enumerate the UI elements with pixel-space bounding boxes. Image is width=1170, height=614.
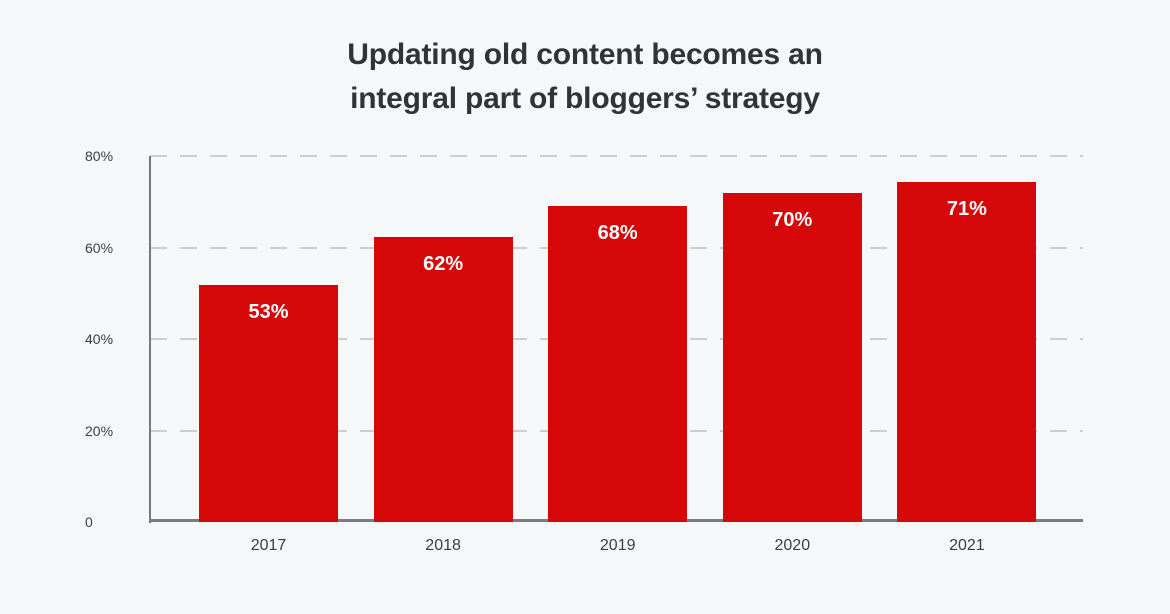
x-tick-label-2018: 2018 bbox=[425, 537, 461, 554]
bar-2021: 71% bbox=[897, 182, 1037, 522]
y-tick-label-20: 20% bbox=[85, 422, 114, 439]
gridline-80 bbox=[150, 155, 1083, 157]
bar-value-label-2020: 70% bbox=[772, 209, 813, 232]
bar-2019: 68% bbox=[548, 205, 688, 522]
y-axis-line bbox=[149, 156, 151, 523]
y-tick-label-80: 80% bbox=[85, 148, 114, 164]
bar-2020: 70% bbox=[722, 193, 862, 522]
bar-value-label-2017: 53% bbox=[248, 301, 289, 323]
y-tick-label-0: 0 bbox=[85, 514, 93, 530]
x-tick-label-2021: 2021 bbox=[949, 537, 985, 554]
x-tick-label-2019: 2019 bbox=[599, 537, 636, 554]
bar-2018: 62% bbox=[373, 236, 513, 522]
bar-value-label-2018: 62% bbox=[423, 252, 464, 275]
chart-title-line-1: Updating old content becomes an bbox=[347, 38, 823, 71]
bar-2017: 53% bbox=[199, 285, 338, 522]
x-tick-label-2017: 2017 bbox=[250, 537, 287, 554]
bar-value-label-2021: 71% bbox=[946, 198, 987, 221]
chart-title: Updating old content becomes an integral … bbox=[0, 33, 1170, 121]
y-tick-label-60: 60% bbox=[85, 239, 114, 256]
y-tick-label-40: 40% bbox=[85, 331, 114, 347]
bar-value-label-2019: 68% bbox=[597, 221, 638, 244]
x-tick-label-2020: 2020 bbox=[774, 537, 811, 554]
chart-title-line-2: integral part of bloggers’ strategy bbox=[350, 82, 820, 115]
